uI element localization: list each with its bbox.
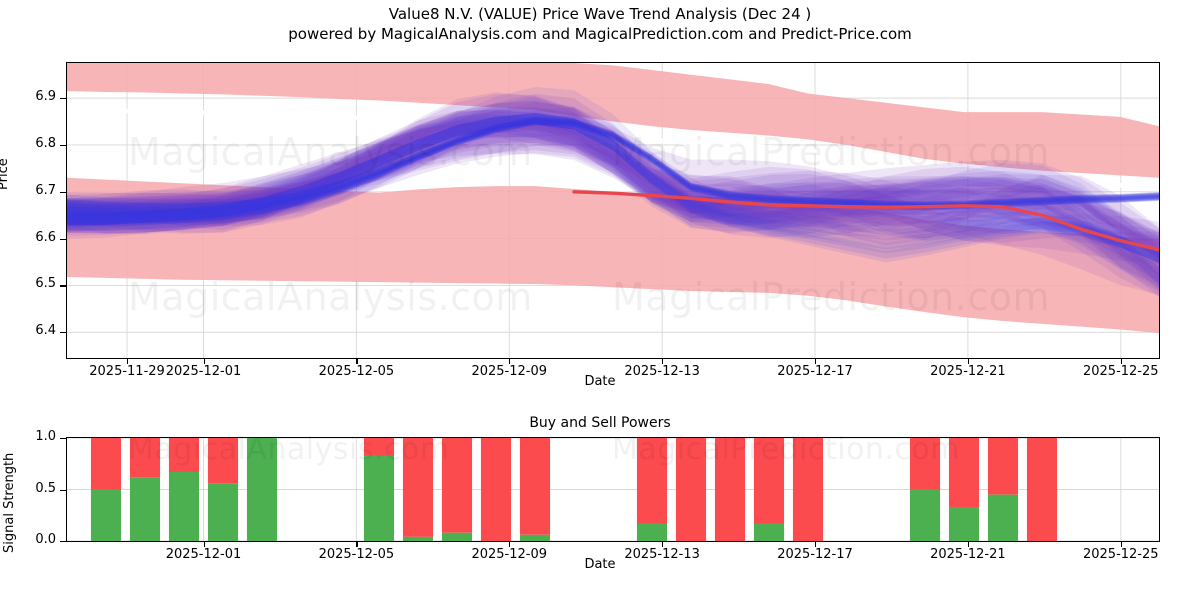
price-x-tick-label: 2025-12-13 bbox=[624, 364, 700, 379]
power-bar bbox=[363, 438, 395, 541]
power-bar bbox=[441, 438, 473, 541]
price-y-tick-mark bbox=[60, 238, 66, 240]
price-y-tick-mark bbox=[60, 98, 66, 100]
power-bar bbox=[792, 438, 824, 541]
power-x-tick-label: 2025-12-01 bbox=[165, 547, 242, 562]
price-x-tick-mark bbox=[356, 358, 358, 364]
power-x-tick-mark bbox=[203, 541, 205, 547]
price-y-tick-mark bbox=[60, 191, 66, 193]
power-bar bbox=[207, 438, 239, 541]
power-y-axis-label: Signal Strength bbox=[2, 452, 17, 553]
power-bar bbox=[129, 438, 161, 541]
price-y-tick-label: 6.7 bbox=[35, 182, 56, 198]
page-title: Value8 N.V. (VALUE) Price Wave Trend Ana… bbox=[388, 5, 812, 23]
price-y-tick-label: 6.9 bbox=[35, 89, 56, 105]
price-x-tick-label: 2025-12-21 bbox=[930, 364, 1006, 379]
power-x-tick-mark bbox=[967, 541, 970, 547]
power-x-axis-label: Date bbox=[584, 557, 616, 572]
page-subtitle: powered by MagicalAnalysis.com and Magic… bbox=[288, 25, 912, 44]
price-y-tick-label: 6.4 bbox=[35, 323, 56, 339]
price-x-tick-mark bbox=[203, 358, 205, 364]
power-y-tick-mark bbox=[60, 541, 66, 543]
power-bar bbox=[636, 438, 668, 541]
power-x-tick-label: 2025-12-05 bbox=[318, 547, 395, 562]
power-y-tick-mark bbox=[60, 489, 66, 491]
price-chart-svg bbox=[67, 63, 1159, 358]
price-y-tick-mark bbox=[60, 285, 66, 287]
power-bar bbox=[987, 438, 1019, 541]
power-bar bbox=[168, 438, 200, 541]
power-bar bbox=[519, 438, 551, 541]
power-y-tick-label: 0.0 bbox=[35, 532, 56, 547]
price-y-tick-mark bbox=[60, 332, 66, 334]
price-x-axis-label: Date bbox=[584, 374, 616, 389]
price-x-tick-mark bbox=[127, 358, 129, 364]
price-y-axis-label: Price bbox=[0, 158, 11, 190]
price-x-tick-mark bbox=[815, 358, 817, 364]
power-x-tick-label: 2025-12-21 bbox=[930, 547, 1006, 562]
power-bar bbox=[753, 438, 785, 541]
power-y-tick-label: 0.5 bbox=[35, 480, 56, 496]
power-chart-svg bbox=[67, 438, 1159, 541]
price-x-tick-mark bbox=[1120, 358, 1122, 364]
power-x-tick-label: 2025-12-09 bbox=[471, 547, 548, 562]
figure-title-block: Value8 N.V. (VALUE) Price Wave Trend Ana… bbox=[0, 4, 1200, 45]
power-x-tick-label: 2025-12-25 bbox=[1082, 547, 1159, 562]
price-y-tick-label: 6.5 bbox=[35, 276, 56, 292]
power-bar bbox=[246, 438, 278, 541]
power-bar bbox=[675, 438, 707, 541]
price-x-tick-label: 2025-12-05 bbox=[318, 364, 395, 379]
power-bar bbox=[909, 438, 941, 541]
power-x-tick-mark bbox=[815, 541, 817, 547]
power-x-tick-label: 2025-12-13 bbox=[624, 547, 700, 562]
power-bar bbox=[714, 438, 746, 541]
price-x-tick-label: 2025-12-17 bbox=[777, 364, 853, 379]
price-y-tick-mark bbox=[60, 144, 66, 147]
power-bar bbox=[90, 438, 122, 541]
price-x-tick-mark bbox=[967, 358, 970, 364]
power-bar bbox=[480, 438, 512, 541]
power-x-tick-mark bbox=[356, 541, 358, 547]
price-x-tick-mark bbox=[662, 358, 664, 364]
power-bar bbox=[948, 438, 980, 541]
price-y-tick-label: 6.8 bbox=[35, 135, 56, 151]
power-y-tick-mark bbox=[60, 438, 66, 440]
power-x-tick-mark bbox=[509, 541, 511, 547]
power-bar bbox=[402, 438, 434, 541]
price-chart-panel bbox=[66, 62, 1160, 359]
power-chart-title: Buy and Sell Powers bbox=[529, 415, 671, 431]
power-chart-panel bbox=[66, 437, 1160, 542]
price-x-tick-mark bbox=[509, 358, 511, 364]
power-x-tick-label: 2025-12-17 bbox=[777, 547, 853, 562]
price-x-tick-label: 2025-12-09 bbox=[471, 364, 548, 379]
power-y-tick-label: 1.0 bbox=[35, 429, 56, 444]
power-bar bbox=[1026, 438, 1058, 541]
power-x-tick-mark bbox=[662, 541, 664, 547]
price-x-tick-label: 2025-12-25 bbox=[1082, 364, 1159, 379]
price-x-tick-label: 2025-11-29 bbox=[89, 364, 165, 379]
power-x-tick-mark bbox=[1120, 541, 1122, 547]
price-x-tick-label: 2025-12-01 bbox=[165, 364, 242, 379]
price-y-tick-label: 6.6 bbox=[35, 229, 56, 245]
